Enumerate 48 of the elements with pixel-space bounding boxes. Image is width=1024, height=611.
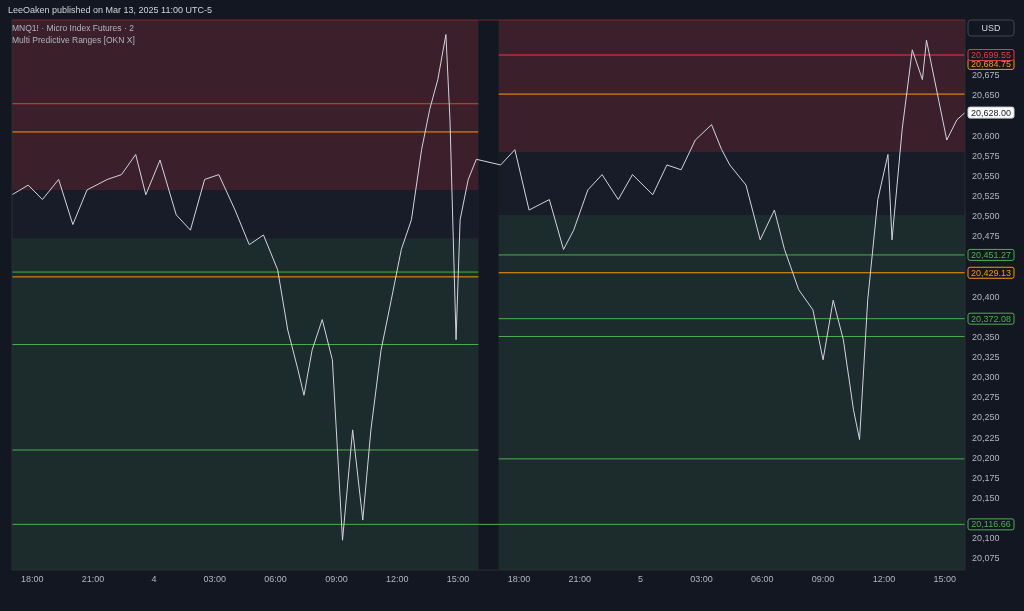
- y-tick-label: 20,200: [972, 452, 1000, 463]
- x-tick-label: 18:00: [507, 574, 531, 584]
- x-tick-label: 06:00: [750, 574, 774, 584]
- x-tick-label: 12:00: [385, 574, 409, 584]
- chart-subtitle: MNQ1! · Micro Index Futures · 2: [12, 23, 135, 33]
- x-tick-label: 4: [151, 574, 157, 584]
- x-tick-label: 03:00: [203, 574, 227, 584]
- x-tick-label: 06:00: [264, 574, 287, 584]
- data-label: 20,699.55: [970, 49, 1012, 60]
- y-tick-label: 20,075: [972, 553, 1000, 564]
- chart-title: LeeOaken published on Mar 13, 2025 11:00 UTC-5: [8, 5, 212, 15]
- y-tick-label: 20,575: [972, 150, 1000, 161]
- x-tick-label: 09:00: [325, 574, 348, 584]
- x-tick-label: 21:00: [568, 574, 592, 584]
- data-label: 20,429.13: [970, 267, 1012, 278]
- y-tick-label: 20,550: [972, 170, 1000, 181]
- x-tick-label: 12:00: [872, 574, 896, 584]
- x-tick-label: 03:00: [690, 574, 713, 584]
- data-label: 20,116.66: [971, 519, 1011, 530]
- x-tick-label: 21:00: [81, 574, 105, 584]
- y-tick-label: 20,250: [972, 412, 1000, 423]
- line-series: [11, 33, 966, 541]
- y-tick-label: 20,500: [972, 211, 1000, 222]
- y-tick-label: 20,650: [972, 90, 1000, 101]
- y-tick-label: 20,600: [972, 130, 1000, 141]
- data-label: 20,372.08: [970, 313, 1012, 324]
- x-tick-label: 15:00: [446, 574, 470, 584]
- y-tick-label: 20,525: [972, 191, 1000, 202]
- annotation: 20,684.75: [970, 58, 1012, 69]
- y-tick-label: 20,350: [972, 331, 1000, 342]
- y-tick-label: 20,475: [972, 231, 1000, 242]
- x-tick-label: 09:00: [811, 574, 835, 584]
- y-tick-label: 20,675: [972, 70, 1000, 81]
- x-tick-label: 5: [638, 574, 644, 584]
- data-label: 20,628.00: [970, 107, 1012, 118]
- y-tick-label: 20,400: [972, 291, 1000, 302]
- y-tick-label: 20,225: [972, 432, 1000, 443]
- annotation: Multi Predictive Ranges [OKN X]: [12, 35, 135, 45]
- y-tick-label: 20,100: [972, 533, 1000, 544]
- y-tick-label: 20,175: [972, 472, 1000, 483]
- y-tick-label: 20,275: [972, 392, 1000, 403]
- y-tick-label: 20,150: [972, 493, 1000, 504]
- y-tick-label: 20,325: [972, 352, 1000, 363]
- x-tick-label: 18:00: [21, 574, 44, 584]
- x-tick-label: 15:00: [933, 574, 956, 584]
- text: USD: [981, 23, 1001, 33]
- data-label: 20,451.27: [970, 249, 1012, 260]
- y-tick-label: 20,300: [972, 372, 1000, 383]
